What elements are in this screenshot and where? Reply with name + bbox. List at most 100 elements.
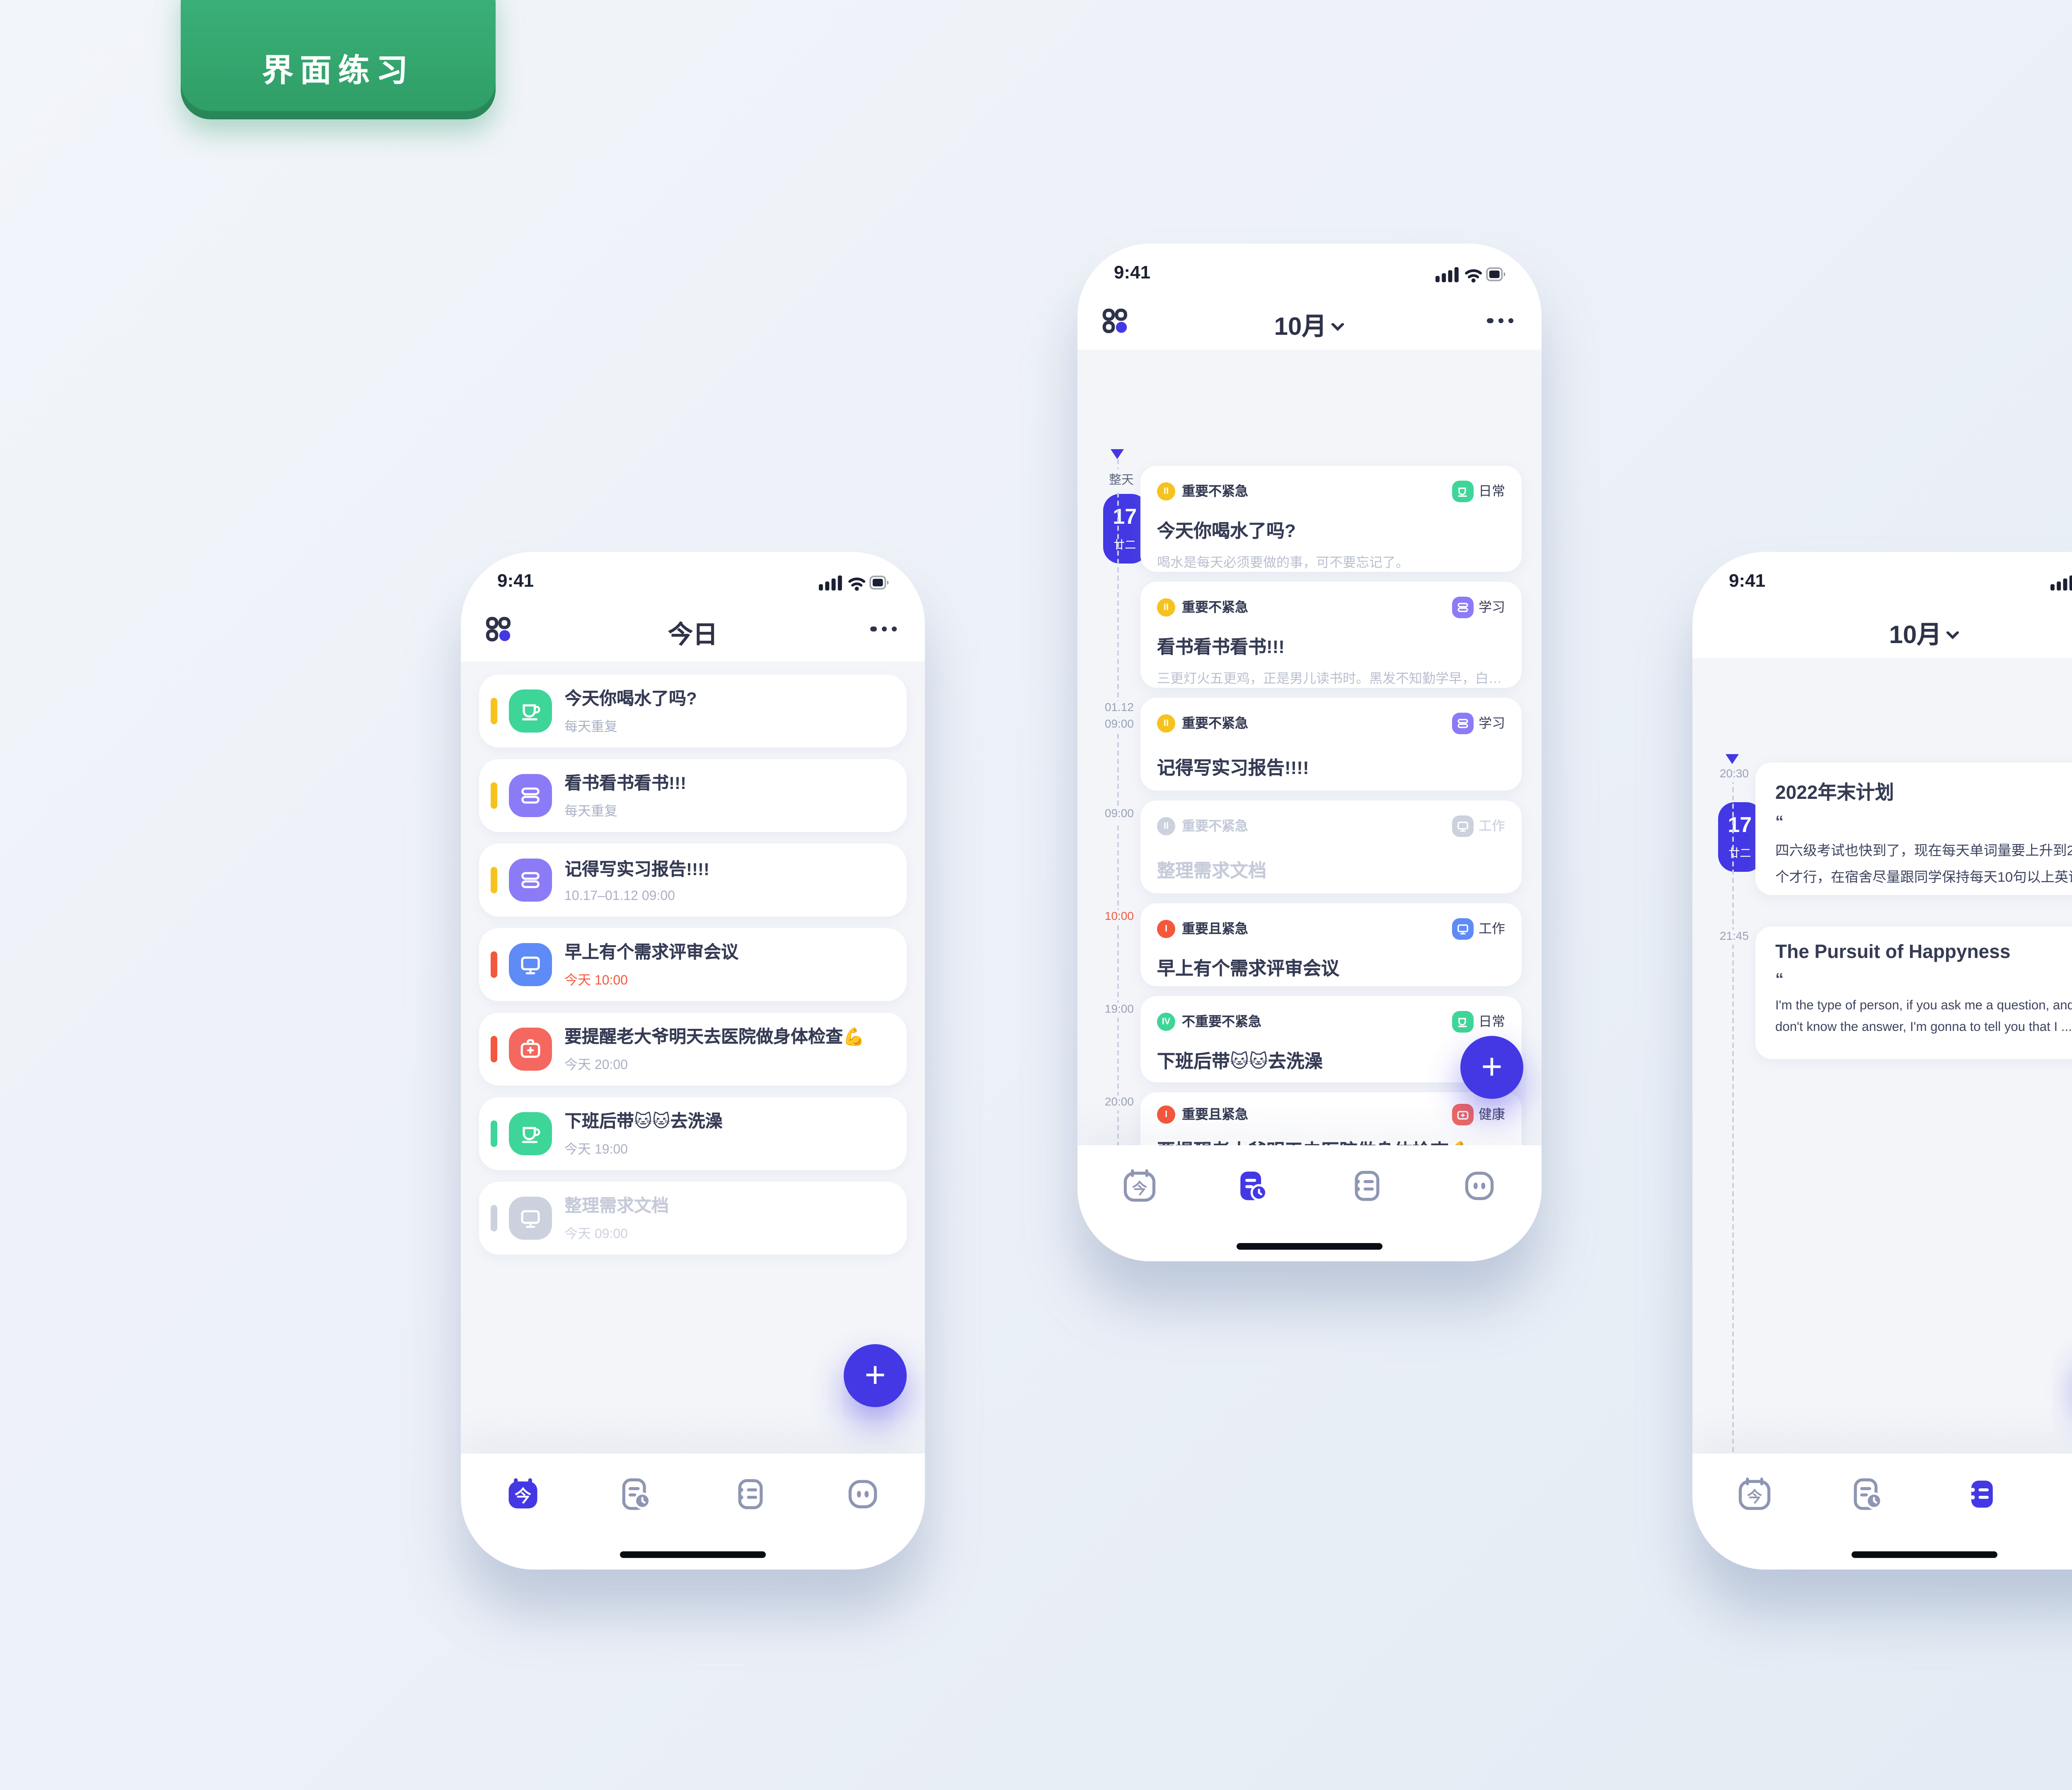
- todo-item[interactable]: 早上有个需求评审会议 今天 10:00: [479, 928, 907, 1001]
- tab-plans[interactable]: [1346, 1165, 1386, 1205]
- tab-today[interactable]: 今: [502, 1473, 542, 1513]
- cup-icon: [508, 1112, 551, 1155]
- priority-grade-icon: II: [1157, 598, 1175, 617]
- rail-time: 整天: [1077, 469, 1134, 491]
- home-indicator: [620, 1551, 766, 1558]
- priority-bar: [491, 1120, 496, 1147]
- tab-plans[interactable]: [1961, 1473, 2001, 1513]
- priority-bar: [491, 698, 496, 724]
- todo-title: 看书看书看书!!!: [564, 774, 686, 794]
- priority-label: 重要不紧急: [1182, 716, 1248, 731]
- todo-item[interactable]: 看书看书看书!!! 每天重复: [479, 759, 907, 832]
- timeline-rail: [1732, 771, 1734, 1460]
- schedule-card[interactable]: II 重要不紧急 学习 记得写实习报告!!!!: [1140, 698, 1522, 791]
- month-selector[interactable]: 10月: [1692, 617, 2072, 651]
- category-tag: 工作: [1452, 918, 1505, 940]
- rail-time: 01.12: [1077, 701, 1134, 716]
- schedule-card[interactable]: II 重要不紧急 学习 看书看书看书!!! 三更灯火五更鸡，正是男儿读书时。黑发不…: [1140, 582, 1522, 688]
- grid-menu-icon[interactable]: [486, 617, 511, 641]
- tab-profile[interactable]: [844, 1473, 884, 1513]
- tab-today[interactable]: 今: [1734, 1473, 1774, 1513]
- category-tag: 工作: [1452, 815, 1505, 837]
- priority-label: 重要不紧急: [1182, 484, 1248, 499]
- schedule-card[interactable]: I 重要且紧急 工作 早上有个需求评审会议: [1140, 903, 1522, 986]
- todo-sub: 今天 19:00: [564, 1142, 628, 1156]
- todo-item[interactable]: 记得写实习报告!!!! 10.17–01.12 09:00: [479, 844, 907, 917]
- priority-label: 不重要不紧急: [1182, 1014, 1261, 1029]
- tab-today[interactable]: 今: [1119, 1165, 1159, 1205]
- card-desc: 三更灯火五更鸡，正是男儿读书时。黑发不知勤学早，白首方…: [1157, 671, 1505, 686]
- rail-time: 20:30: [1692, 767, 1749, 782]
- nav-bar: 今日: [461, 612, 925, 651]
- book-icon: [1452, 713, 1474, 734]
- event-card[interactable]: The Pursuit of Happyness 东莞 “ I'm the ty…: [1755, 926, 2072, 1059]
- rail-time: 21:45: [1692, 930, 1749, 945]
- event-note-line: 个才行，在宿舍尽量跟同学保持每天10句以上英语…: [1775, 868, 2072, 885]
- priority-label: 重要且紧急: [1182, 1107, 1248, 1122]
- canvas-title-badge: 界面练习: [181, 0, 496, 119]
- card-desc: 喝水是每天必须要做的事，可不要忘记了。: [1157, 555, 1409, 570]
- book-icon: [508, 859, 551, 902]
- priority-bar: [491, 1036, 496, 1062]
- status-time: 9:41: [1729, 572, 1766, 592]
- priority-grade-icon: IV: [1157, 1013, 1175, 1031]
- svg-text:今: 今: [1746, 1488, 1762, 1505]
- today-list: 今天你喝水了吗? 每天重复 看书看书看书!!! 每天重复 记得写实习报告!!!!…: [461, 661, 925, 1570]
- cup-icon: [1452, 481, 1474, 502]
- status-icons: [1435, 266, 1505, 282]
- tab-bar: 今: [461, 1454, 925, 1570]
- tab-schedule[interactable]: [616, 1473, 656, 1513]
- day-cell-selected[interactable]: 17 廿二: [1709, 802, 1771, 872]
- priority-grade-icon: II: [1157, 482, 1175, 501]
- tab-bar: 今: [1692, 1454, 2072, 1570]
- chevron-down-icon: [1331, 310, 1345, 338]
- todo-sub: 今天 10:00: [564, 972, 628, 987]
- schedule-card[interactable]: IV 不重要不紧急 日常 下班后带🐱🐱去洗澡: [1140, 996, 1522, 1082]
- grid-menu-icon[interactable]: [1102, 308, 1127, 333]
- status-time: 9:41: [1114, 264, 1151, 283]
- todo-item[interactable]: 下班后带🐱🐱去洗澡 今天 19:00: [479, 1097, 907, 1170]
- event-note-line: don't know the answer, I'm gonna to tell…: [1775, 1019, 2072, 1034]
- nav-bar: 10月: [1692, 612, 2072, 651]
- quote-open: “: [1775, 814, 1784, 832]
- medkit-icon: [508, 1028, 551, 1071]
- svg-text:今: 今: [1131, 1179, 1147, 1196]
- month-selector[interactable]: 10月: [1077, 308, 1542, 343]
- todo-sub: 今天 09:00: [564, 1226, 628, 1241]
- card-title: 记得写实习报告!!!!: [1157, 759, 1309, 779]
- home-indicator: [1237, 1242, 1382, 1250]
- status-time: 9:41: [497, 572, 534, 592]
- tab-schedule[interactable]: [1233, 1165, 1273, 1205]
- schedule-card[interactable]: II 重要不紧急 日常 今天你喝水了吗? 喝水是每天必须要做的事，可不要忘记了。: [1140, 466, 1522, 572]
- todo-item[interactable]: 要提醒老大爷明天去医院做身体检查💪 今天 20:00: [479, 1013, 907, 1086]
- todo-item[interactable]: 今天你喝水了吗? 每天重复: [479, 675, 907, 747]
- event-card[interactable]: 2022年末计划 东莞 “ 四六级考试也快到了，现在每天单词量要上升到200 个…: [1755, 762, 2072, 895]
- category-tag: 日常: [1452, 481, 1505, 502]
- todo-title: 今天你喝水了吗?: [564, 690, 697, 710]
- more-icon[interactable]: [871, 626, 897, 632]
- monitor-icon: [1452, 918, 1474, 940]
- book-icon: [508, 774, 551, 817]
- quote-close: ”: [1775, 890, 2072, 907]
- add-task-button[interactable]: +: [1460, 1036, 1523, 1099]
- day-cell-selected[interactable]: 17 廿二: [1094, 494, 1156, 564]
- card-title: 下班后带🐱🐱去洗澡: [1157, 1052, 1323, 1072]
- priority-label: 重要且紧急: [1182, 922, 1248, 936]
- priority-label: 重要不紧急: [1182, 600, 1248, 615]
- status-bar: 9:41: [1692, 565, 2072, 598]
- more-icon[interactable]: [1487, 318, 1513, 324]
- svg-text:今: 今: [514, 1486, 531, 1505]
- tab-schedule[interactable]: [1848, 1473, 1888, 1513]
- add-task-button[interactable]: +: [844, 1344, 907, 1407]
- tab-plans[interactable]: [730, 1473, 770, 1513]
- tab-profile[interactable]: [1460, 1165, 1500, 1205]
- category-tag: 健康: [1452, 1104, 1505, 1125]
- todo-title: 记得写实习报告!!!!: [564, 861, 709, 880]
- schedule-card-completed[interactable]: II 重要不紧急 工作 整理需求文档: [1140, 801, 1522, 893]
- priority-bar: [491, 1205, 496, 1231]
- rail-time: 19:00: [1077, 1003, 1134, 1018]
- priority-grade-icon: I: [1157, 1105, 1175, 1124]
- todo-item-completed[interactable]: 整理需求文档 今天 09:00: [479, 1182, 907, 1255]
